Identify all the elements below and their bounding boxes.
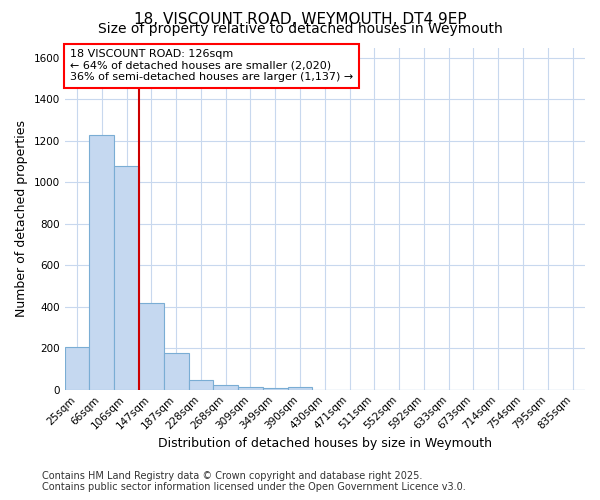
- Bar: [287, 386, 313, 390]
- Bar: [263, 388, 287, 390]
- Text: 18 VISCOUNT ROAD: 126sqm
← 64% of detached houses are smaller (2,020)
36% of sem: 18 VISCOUNT ROAD: 126sqm ← 64% of detach…: [70, 49, 353, 82]
- Bar: [89, 134, 114, 390]
- Y-axis label: Number of detached properties: Number of detached properties: [15, 120, 28, 317]
- Text: 18, VISCOUNT ROAD, WEYMOUTH, DT4 9EP: 18, VISCOUNT ROAD, WEYMOUTH, DT4 9EP: [134, 12, 466, 28]
- Bar: [214, 384, 238, 390]
- Text: Size of property relative to detached houses in Weymouth: Size of property relative to detached ho…: [98, 22, 502, 36]
- Bar: [139, 302, 164, 390]
- Bar: [114, 166, 139, 390]
- X-axis label: Distribution of detached houses by size in Weymouth: Distribution of detached houses by size …: [158, 437, 492, 450]
- Bar: [164, 354, 188, 390]
- Bar: [188, 380, 214, 390]
- Text: Contains HM Land Registry data © Crown copyright and database right 2025.
Contai: Contains HM Land Registry data © Crown c…: [42, 471, 466, 492]
- Bar: [238, 386, 263, 390]
- Bar: [65, 347, 89, 390]
